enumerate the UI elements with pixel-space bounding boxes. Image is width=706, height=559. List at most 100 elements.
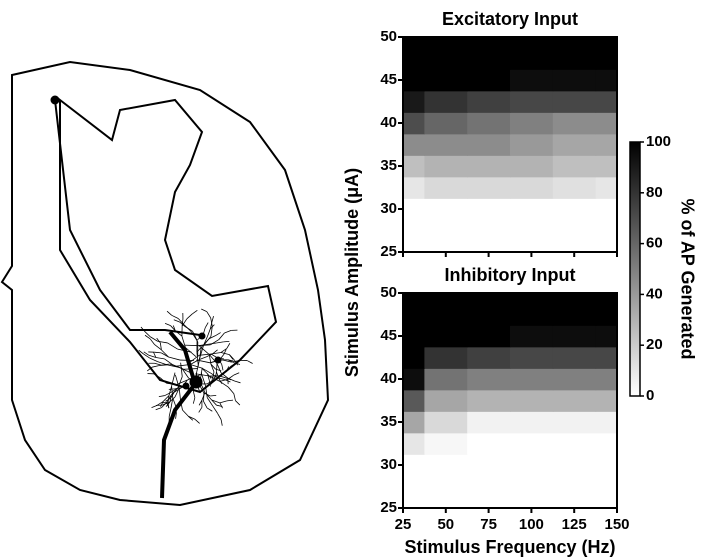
dendrite: [233, 372, 240, 376]
dendrite: [180, 362, 183, 377]
heat-cell: [510, 47, 554, 70]
axon: [54, 99, 201, 336]
heat-cell: [595, 497, 617, 508]
heat-cell: [552, 133, 597, 156]
y-tick-label: 40: [380, 114, 397, 131]
heat-cell: [510, 155, 554, 178]
heat-cell: [467, 219, 511, 242]
heat-cell: [595, 155, 617, 178]
dendrite: [164, 323, 171, 327]
dendrite: [208, 354, 212, 365]
colorbar-label: % of AP Generated: [677, 198, 697, 359]
dendrite: [196, 344, 204, 353]
dendrite: [233, 359, 238, 366]
heat-cell: [552, 346, 597, 369]
dendrite: [198, 400, 203, 406]
dendrite: [175, 330, 183, 337]
dendrite: [207, 373, 212, 379]
dendrite: [147, 366, 153, 372]
heat-cell: [595, 37, 617, 49]
dendrite: [211, 399, 217, 406]
dendrite: [216, 404, 223, 407]
dendrite: [140, 326, 146, 332]
axon-origin: [50, 95, 60, 105]
dendrite: [149, 357, 158, 362]
inner-outline: [59, 97, 278, 394]
heat-cell: [467, 112, 511, 135]
dendrite: [220, 372, 229, 379]
heat-cell: [403, 219, 425, 242]
heat-cell: [403, 368, 425, 391]
dendrite: [174, 387, 182, 393]
heat-cell: [595, 346, 617, 369]
dendrite: [229, 354, 234, 360]
dendrite: [186, 313, 193, 320]
heat-cell: [467, 133, 511, 156]
heat-cell: [403, 112, 425, 135]
dendrite: [227, 386, 235, 394]
heat-cell: [552, 293, 597, 305]
x-tick-label: 100: [519, 516, 544, 533]
dendrite: [211, 399, 220, 404]
heat-cell: [552, 454, 597, 477]
dendrite: [234, 380, 241, 384]
dendrite: [168, 386, 172, 396]
heat-cell: [595, 389, 617, 412]
soma-axon: [160, 330, 198, 499]
x-axis-label: Stimulus Frequency (Hz): [404, 537, 615, 557]
heat-cell: [595, 303, 617, 326]
dendrite: [203, 401, 208, 409]
dendrite: [210, 317, 213, 327]
heat-cell: [403, 346, 425, 369]
dendrite: [201, 367, 208, 375]
node: [214, 356, 222, 364]
dendrite: [220, 419, 223, 426]
heat-cell: [552, 47, 597, 70]
dendrite: [210, 364, 215, 373]
dendrite: [174, 374, 180, 389]
heatmap: [403, 37, 617, 252]
heat-cell: [403, 303, 425, 326]
heat-cell: [424, 389, 468, 412]
dendrite: [161, 349, 169, 358]
dendrite: [158, 395, 165, 397]
dendrite: [201, 367, 211, 374]
heat-cell: [510, 346, 554, 369]
dendrite: [159, 342, 162, 350]
colorbar-tick-label: 60: [646, 235, 663, 252]
dendrite: [196, 352, 199, 367]
dendrite: [206, 311, 212, 319]
dendrite: [212, 349, 218, 354]
heat-cell: [595, 325, 617, 348]
dendrite: [192, 331, 198, 341]
dendrite: [230, 363, 237, 367]
heat-cell: [595, 112, 617, 135]
dendrite: [181, 336, 186, 348]
heat-cell: [552, 325, 597, 348]
heat-cell: [552, 389, 597, 412]
dendrite: [195, 373, 210, 377]
dendrite: [212, 371, 215, 379]
heat-cell: [467, 475, 511, 498]
dendrite: [215, 332, 221, 337]
dendrite: [184, 344, 199, 347]
heat-cell: [467, 346, 511, 369]
heat-cell: [595, 293, 617, 305]
y-tick-label: 30: [380, 456, 397, 473]
dendrite: [204, 322, 209, 329]
dendrite: [201, 308, 207, 313]
heat-cell: [424, 47, 468, 70]
heat-cell: [510, 90, 554, 113]
y-tick-label: 45: [380, 71, 397, 88]
dendrite: [161, 352, 169, 358]
heat-cell: [403, 293, 425, 305]
dendrite: [138, 349, 144, 355]
dendrite: [208, 380, 211, 387]
dendrite: [190, 364, 202, 369]
heat-cell: [467, 37, 511, 49]
heat-cell: [424, 37, 468, 49]
heat-cell: [552, 219, 597, 242]
dendrite: [218, 332, 225, 340]
dendrite: [154, 344, 162, 351]
panel-title: Excitatory Input: [442, 9, 578, 29]
